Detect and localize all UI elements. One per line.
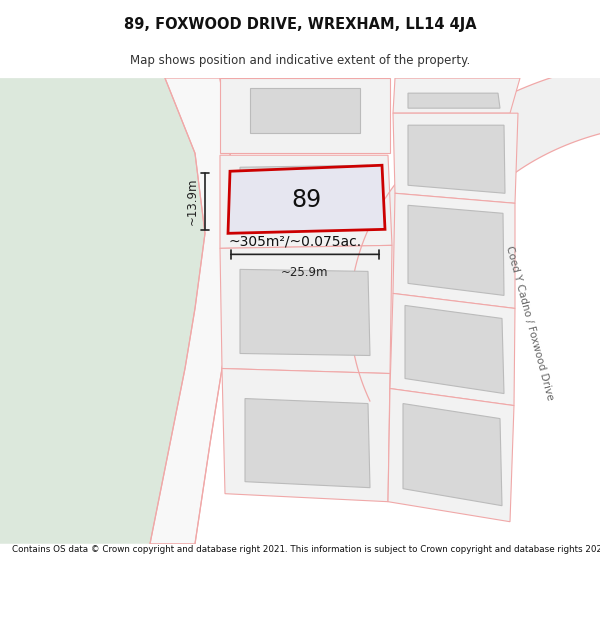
Polygon shape (250, 88, 360, 133)
Polygon shape (240, 165, 370, 228)
Polygon shape (408, 93, 500, 108)
Polygon shape (388, 389, 514, 522)
Polygon shape (240, 269, 370, 356)
Text: Map shows position and indicative extent of the property.: Map shows position and indicative extent… (130, 54, 470, 68)
Text: 89, FOXWOOD DRIVE, WREXHAM, LL14 4JA: 89, FOXWOOD DRIVE, WREXHAM, LL14 4JA (124, 18, 476, 32)
Polygon shape (0, 78, 205, 544)
Polygon shape (403, 404, 502, 506)
Polygon shape (228, 165, 385, 233)
Polygon shape (220, 78, 390, 153)
Polygon shape (393, 78, 520, 113)
Polygon shape (245, 399, 370, 488)
Polygon shape (408, 205, 504, 296)
Polygon shape (405, 306, 504, 394)
Text: ~305m²/~0.075ac.: ~305m²/~0.075ac. (228, 234, 361, 248)
Polygon shape (220, 155, 392, 248)
Polygon shape (393, 193, 515, 308)
Text: Contains OS data © Crown copyright and database right 2021. This information is : Contains OS data © Crown copyright and d… (12, 545, 600, 554)
Polygon shape (390, 293, 515, 406)
Text: ~25.9m: ~25.9m (281, 266, 329, 279)
Polygon shape (393, 113, 518, 203)
Polygon shape (408, 125, 505, 193)
Text: Coed Y Cadno / Foxwood Drive: Coed Y Cadno / Foxwood Drive (505, 245, 556, 402)
Text: 89: 89 (291, 188, 322, 212)
Polygon shape (150, 78, 240, 544)
Polygon shape (222, 369, 390, 502)
Text: ~13.9m: ~13.9m (186, 177, 199, 225)
Polygon shape (350, 61, 600, 401)
Polygon shape (220, 246, 392, 374)
